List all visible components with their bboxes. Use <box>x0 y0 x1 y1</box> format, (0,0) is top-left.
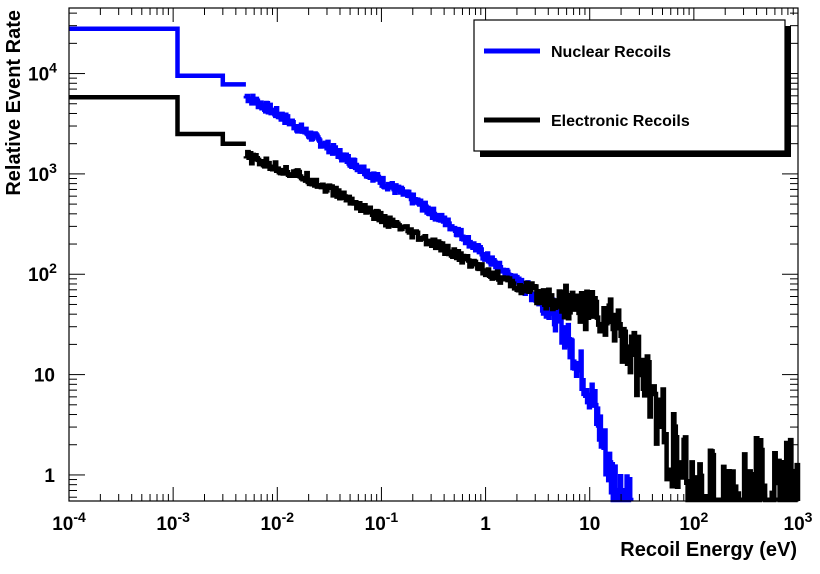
series-line-electronic-recoils-low <box>69 95 246 146</box>
series-line-nuclear-recoils-low <box>69 26 246 87</box>
legend-box <box>473 19 786 152</box>
series-line-nuclear-recoils <box>243 93 634 503</box>
x-tick-label: 102 <box>679 509 708 535</box>
y-axis-title: Relative Event Rate <box>3 10 25 196</box>
y-tick-label: 104 <box>28 60 57 86</box>
x-tick-label: 1 <box>480 514 491 535</box>
y-tick-label: 10 <box>34 366 55 387</box>
x-tick-label: 10-4 <box>52 509 86 535</box>
series-nuclear-recoils <box>69 26 634 503</box>
plot-frame <box>68 7 799 502</box>
y-tick-label: 102 <box>28 260 57 286</box>
legend: Nuclear Recoils Electronic Recoils <box>473 19 791 157</box>
x-tick-label: 10-3 <box>156 509 190 535</box>
tick-labels: 10-4 10-3 10-2 10-1 1 10 102 103 1 10 102 103 104 <box>28 60 813 535</box>
x-tick-label: 10 <box>579 514 600 535</box>
legend-label-electronic-recoils: Electronic Recoils <box>551 113 690 130</box>
y-tick-label: 1 <box>44 466 55 487</box>
x-tick-label: 10-1 <box>365 509 399 535</box>
x-axis-title: Recoil Energy (eV) <box>620 539 797 561</box>
plot-area <box>69 26 801 503</box>
x-tick-label: 103 <box>784 509 813 535</box>
legend-label-nuclear-recoils: Nuclear Recoils <box>551 44 671 61</box>
y-tick-label: 103 <box>28 160 57 186</box>
x-tick-label: 10-2 <box>260 509 294 535</box>
